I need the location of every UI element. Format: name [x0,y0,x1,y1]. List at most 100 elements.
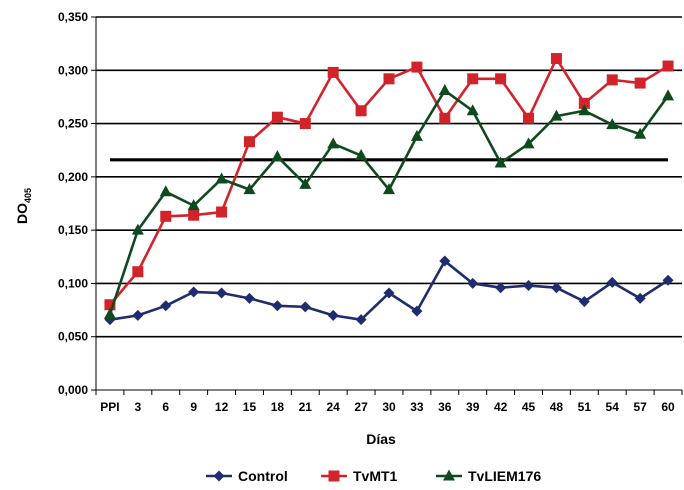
data-point [411,305,423,317]
data-point [271,300,283,312]
data-point [216,206,228,218]
legend-item-tvmt1: TvMT1 [321,468,398,484]
svg-text:DO405: DO405 [14,188,33,224]
data-point [103,307,116,319]
data-point [131,223,144,235]
data-point [327,66,339,78]
data-point [662,89,675,101]
data-point [411,61,423,73]
data-point [466,104,479,116]
y-tick-label: 0,200 [58,170,88,184]
x-tick-label: 27 [354,400,368,414]
x-tick-label: 42 [494,400,508,414]
data-point [215,172,228,184]
data-point [439,112,451,124]
data-point [327,137,340,149]
data-point [634,127,647,139]
legend-label: Control [238,468,288,484]
data-point [606,276,618,288]
y-axis-title: DO405 [14,188,33,224]
y-tick-label: 0,350 [58,10,88,24]
y-tick-label: 0,100 [58,276,88,290]
y-axis-title-main: DO [14,203,30,224]
data-point [523,112,535,124]
x-tick-label: 51 [578,400,592,414]
y-axis-title-subscript: 405 [23,188,33,203]
data-point [187,199,200,211]
data-point [578,296,590,308]
data-point [662,274,674,286]
data-point [104,299,116,311]
data-point [578,97,590,109]
series-group [103,53,675,326]
x-tick-label: 30 [382,400,396,414]
series-tvliem176 [103,84,675,319]
data-point [160,210,172,222]
data-point [383,183,395,195]
data-point [662,60,674,72]
data-point [383,73,395,85]
x-tick-label: 57 [633,400,647,414]
data-point [243,136,255,148]
x-tick-label: 60 [661,400,675,414]
x-tick-label: 33 [410,400,424,414]
data-point [634,292,646,304]
data-point [578,104,591,116]
data-point [634,77,646,89]
axes [91,16,683,395]
data-point [299,118,311,130]
data-point [299,301,311,313]
data-point [271,111,283,123]
data-point [243,292,255,304]
x-tick-label: 15 [243,400,257,414]
data-point [438,84,451,96]
data-point [495,73,507,85]
x-tick-label: 18 [271,400,285,414]
x-tick-label: 39 [466,400,480,414]
tick-labels: 0,000 0,050 0,100 0,150 0,200 0,250 0,300 0,350… [58,10,675,414]
data-point [383,287,395,299]
data-point [410,129,423,141]
data-point [355,314,367,326]
legend-label: TvMT1 [353,468,398,484]
legend-item-tvliem176: TvLIEM176 [436,468,541,484]
data-point [132,309,144,321]
series-tvmt1 [104,53,674,311]
legend: Control TvMT1 TvLIEM176 [206,468,541,484]
data-point [216,287,228,299]
legend-label: TvLIEM176 [468,468,541,484]
data-point [495,282,507,294]
y-tick-label: 0,150 [58,223,88,237]
data-point [327,309,339,321]
data-point [467,73,479,85]
legend-swatch-marker [443,469,455,481]
y-tick-label: 0,050 [58,330,88,344]
y-tick-label: 0,250 [58,117,88,131]
x-tick-label: 3 [135,400,142,414]
data-point [550,53,562,65]
data-point [522,137,535,149]
x-tick-label: PPI [100,400,119,414]
data-point [355,105,367,117]
x-tick-label: 6 [162,400,169,414]
x-tick-label: 48 [550,400,564,414]
data-point [160,300,172,312]
data-point [243,183,256,195]
data-point [606,74,618,86]
x-tick-label: 21 [299,400,313,414]
series-line [108,57,669,306]
x-tick-label: 24 [327,400,341,414]
data-point [439,255,451,267]
legend-item-control: Control [206,468,288,484]
x-tick-label: 36 [438,400,452,414]
data-point [271,150,284,162]
x-tick-label: 45 [522,400,536,414]
y-tick-label: 0,000 [58,383,88,397]
data-point [299,177,312,189]
data-point [188,286,200,298]
x-tick-label: 12 [215,400,229,414]
grid-lines [96,16,682,338]
data-point [494,156,507,168]
x-axis-title: Días [366,431,396,447]
